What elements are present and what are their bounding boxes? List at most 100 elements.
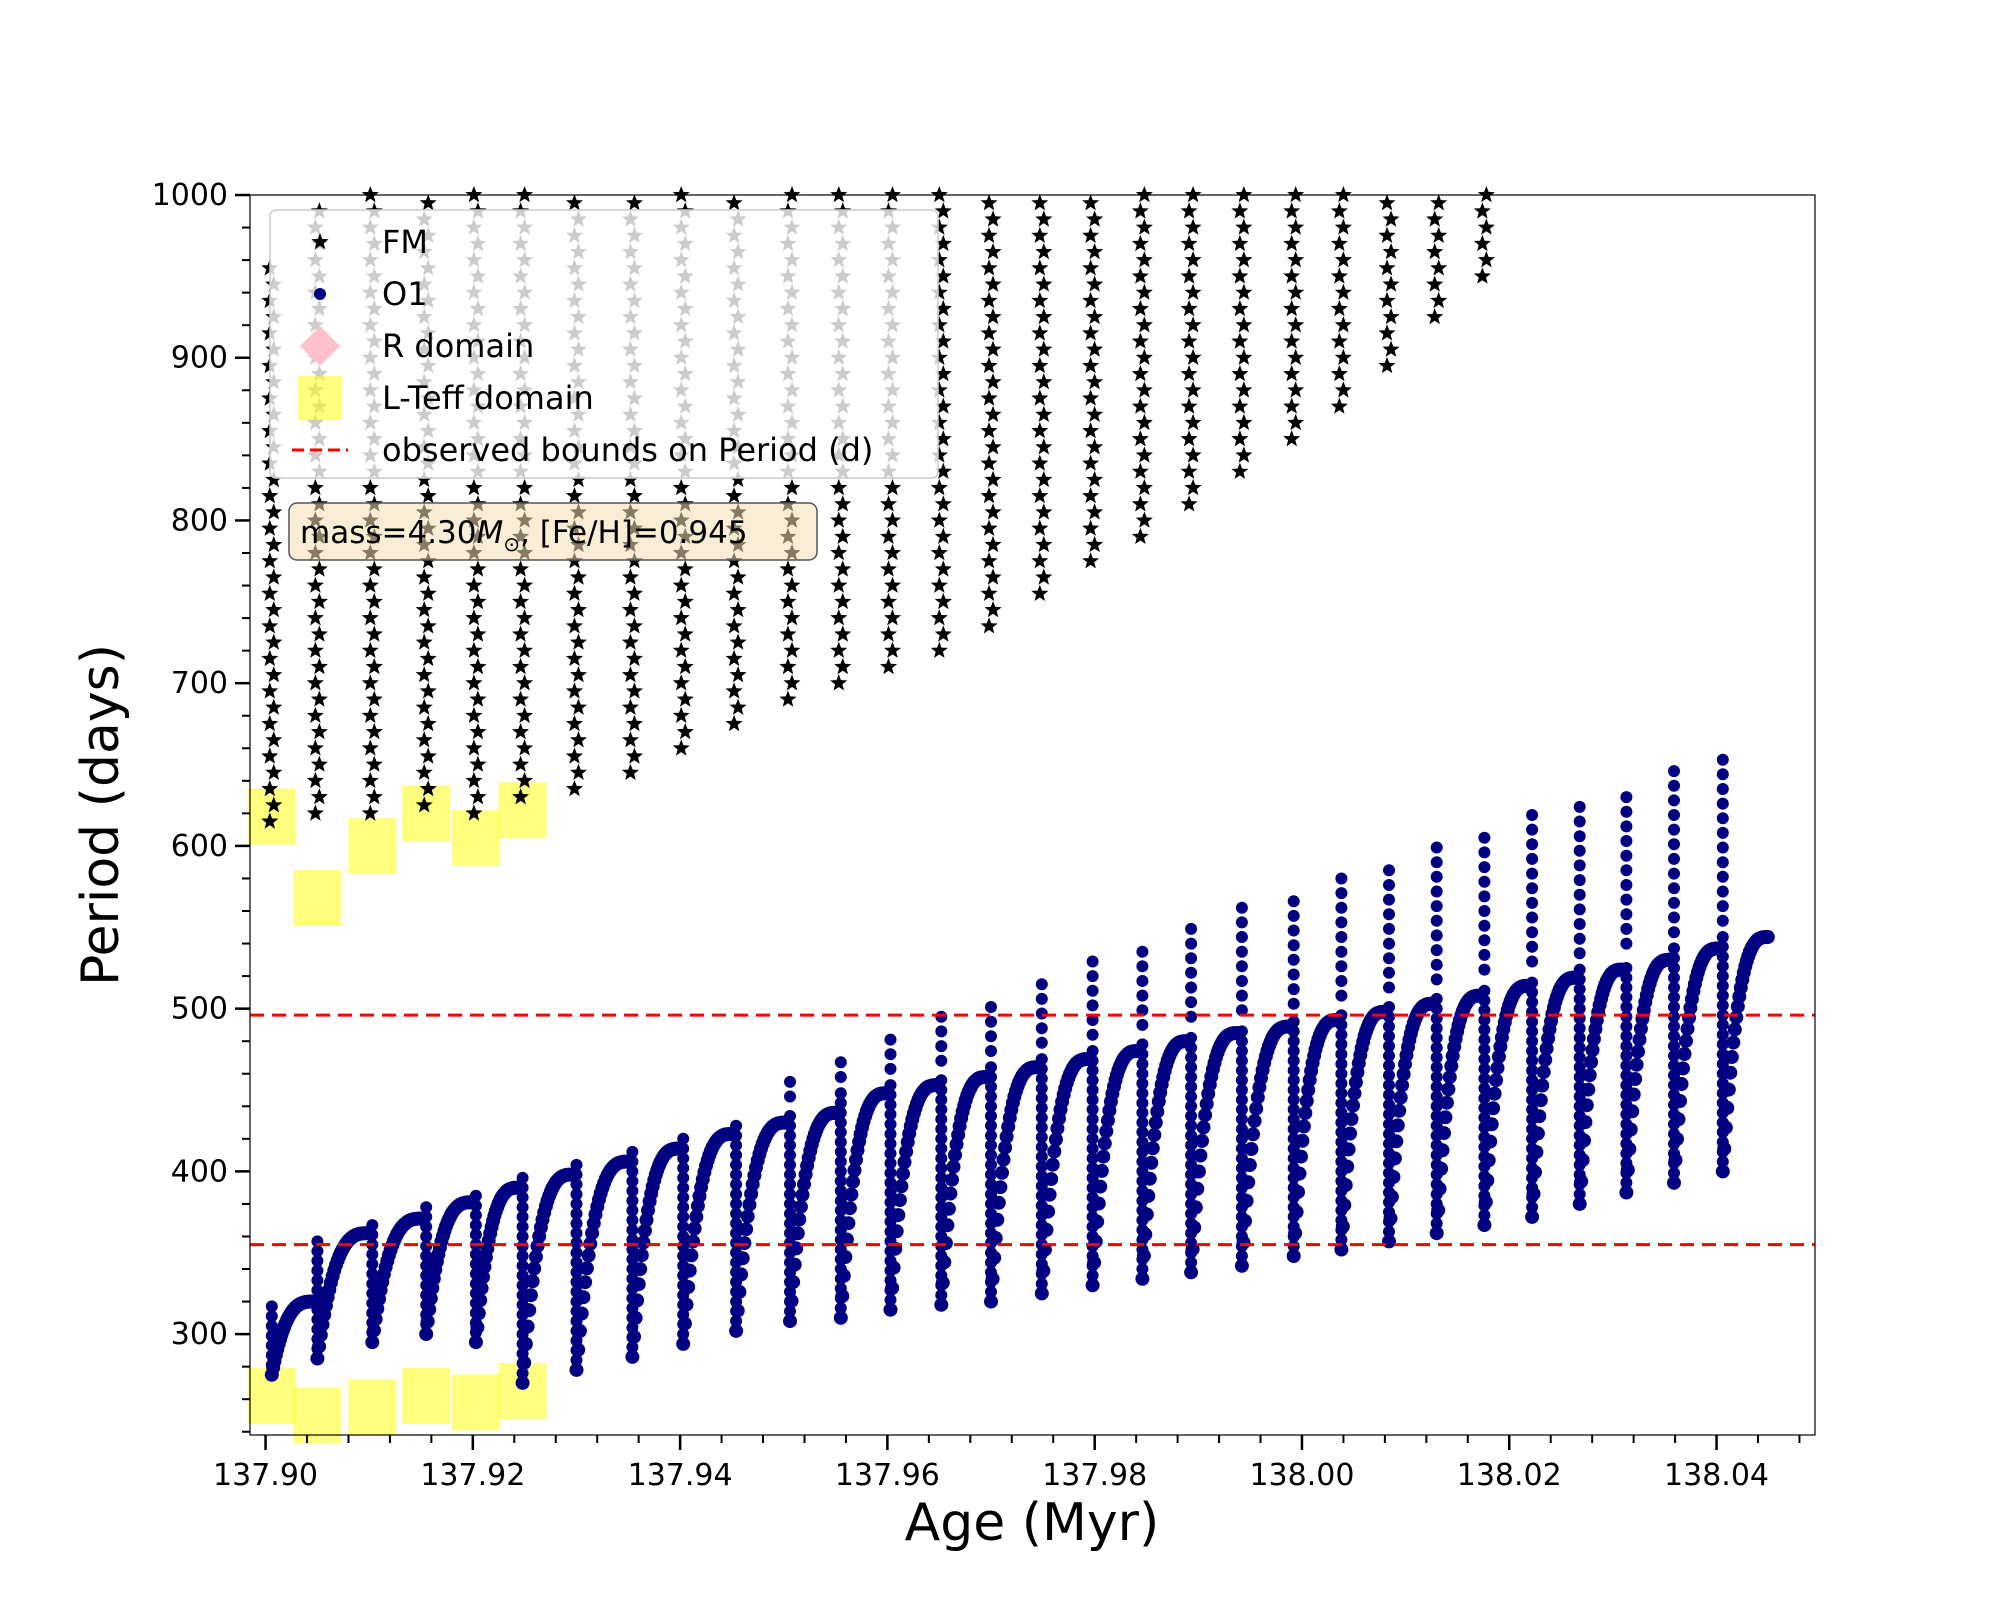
o1-point xyxy=(1035,1180,1048,1192)
o1-point xyxy=(1088,1234,1103,1249)
fm-point xyxy=(1382,308,1400,325)
o1-point xyxy=(1668,809,1680,821)
fm-point xyxy=(419,487,437,504)
info-box-frame xyxy=(288,502,818,561)
o1-point xyxy=(990,1212,1005,1227)
fm-point xyxy=(265,601,283,618)
o1-pulse-15 xyxy=(1034,978,1096,1301)
fm-point xyxy=(672,186,690,203)
fm-point xyxy=(1180,365,1198,382)
o1-point xyxy=(312,1339,327,1354)
o1-point xyxy=(985,1071,997,1083)
o1-point xyxy=(838,1250,853,1264)
o1-point xyxy=(516,1230,529,1243)
o1-point xyxy=(516,1367,529,1380)
fm-point xyxy=(1135,251,1153,268)
fm-point xyxy=(980,226,998,243)
fm-point xyxy=(884,609,902,626)
o1-point xyxy=(518,1337,533,1351)
o1-point xyxy=(1430,1100,1443,1113)
o1-point xyxy=(1383,1059,1395,1072)
fm-point xyxy=(365,625,383,642)
legend-circle-icon xyxy=(314,288,326,300)
fm-point xyxy=(834,495,852,512)
fm-point xyxy=(779,592,797,610)
fm-point xyxy=(1086,340,1104,357)
o1-point xyxy=(1526,823,1539,836)
o1-point xyxy=(985,1188,997,1201)
o1-point xyxy=(935,1171,948,1184)
x-tick-label: 137.94 xyxy=(628,1458,733,1493)
legend-label: L-Teff domain xyxy=(382,379,594,417)
fm-point xyxy=(265,666,283,683)
fm-point xyxy=(934,495,952,512)
o1-point xyxy=(784,1075,796,1088)
o1-point xyxy=(1430,944,1443,957)
o1-point xyxy=(734,1267,749,1282)
fm-point xyxy=(265,568,283,585)
o1-point xyxy=(1573,830,1586,843)
o1-point xyxy=(1716,812,1729,825)
o1-point xyxy=(985,1285,997,1298)
fm-point xyxy=(984,340,1002,357)
o1-point xyxy=(1716,783,1729,795)
o1-point xyxy=(884,1098,897,1111)
fm-point xyxy=(261,584,279,601)
o1-point xyxy=(1442,1070,1457,1085)
fm-point xyxy=(1287,186,1305,203)
o1-point xyxy=(1430,856,1443,869)
o1-point xyxy=(998,1140,1013,1155)
o1-point xyxy=(935,1093,948,1106)
o1-point xyxy=(1438,1110,1453,1125)
fm-point xyxy=(621,568,639,585)
o1-pulse-12 xyxy=(883,1033,945,1317)
o1-point xyxy=(630,1293,645,1308)
fm-point xyxy=(984,470,1002,488)
fm-point xyxy=(1184,381,1202,398)
fm-point xyxy=(306,706,324,723)
o1-point xyxy=(1383,1079,1395,1092)
o1-point xyxy=(1573,1188,1586,1201)
o1-point xyxy=(516,1259,529,1272)
fm-point xyxy=(1184,446,1202,463)
o1-point xyxy=(1526,1084,1539,1096)
fm-point xyxy=(984,210,1002,227)
o1-point xyxy=(884,1088,897,1101)
o1-point xyxy=(1526,1025,1539,1038)
o1-point xyxy=(1086,970,1099,983)
o1-point xyxy=(1287,983,1300,996)
o1-point xyxy=(677,1230,690,1243)
o1-point xyxy=(730,1188,743,1201)
o1-point xyxy=(1035,1072,1048,1085)
o1-point xyxy=(1526,896,1539,909)
o1-point xyxy=(730,1227,743,1240)
o1-point xyxy=(1430,992,1443,1005)
fm-point xyxy=(1283,202,1301,219)
fm-point xyxy=(934,462,952,479)
o1-point xyxy=(1631,1044,1645,1059)
fm-point xyxy=(1287,316,1305,333)
o1-point xyxy=(677,1142,690,1155)
o1-point xyxy=(1585,1043,1600,1057)
fm-point xyxy=(310,723,328,740)
o1-point xyxy=(366,1267,379,1280)
legend-diamond-icon xyxy=(300,326,340,366)
o1-point xyxy=(1035,1022,1048,1035)
o1-point xyxy=(730,1149,743,1162)
o1-point xyxy=(1035,1111,1048,1124)
o1-point xyxy=(1483,1134,1498,1149)
o1-point xyxy=(1086,984,1099,997)
fm-point xyxy=(310,788,328,805)
fm-point xyxy=(1035,405,1053,422)
o1-point xyxy=(730,1197,743,1210)
fm-point xyxy=(729,698,747,715)
o1-point xyxy=(634,1248,649,1263)
fm-point xyxy=(1135,446,1153,463)
fm-point xyxy=(465,771,483,789)
o1-point xyxy=(1335,975,1348,987)
o1-point xyxy=(1287,1123,1300,1136)
o1-point xyxy=(1086,1152,1099,1165)
fm-point xyxy=(980,584,998,601)
o1-point xyxy=(516,1220,529,1233)
o1-point xyxy=(1185,952,1198,965)
